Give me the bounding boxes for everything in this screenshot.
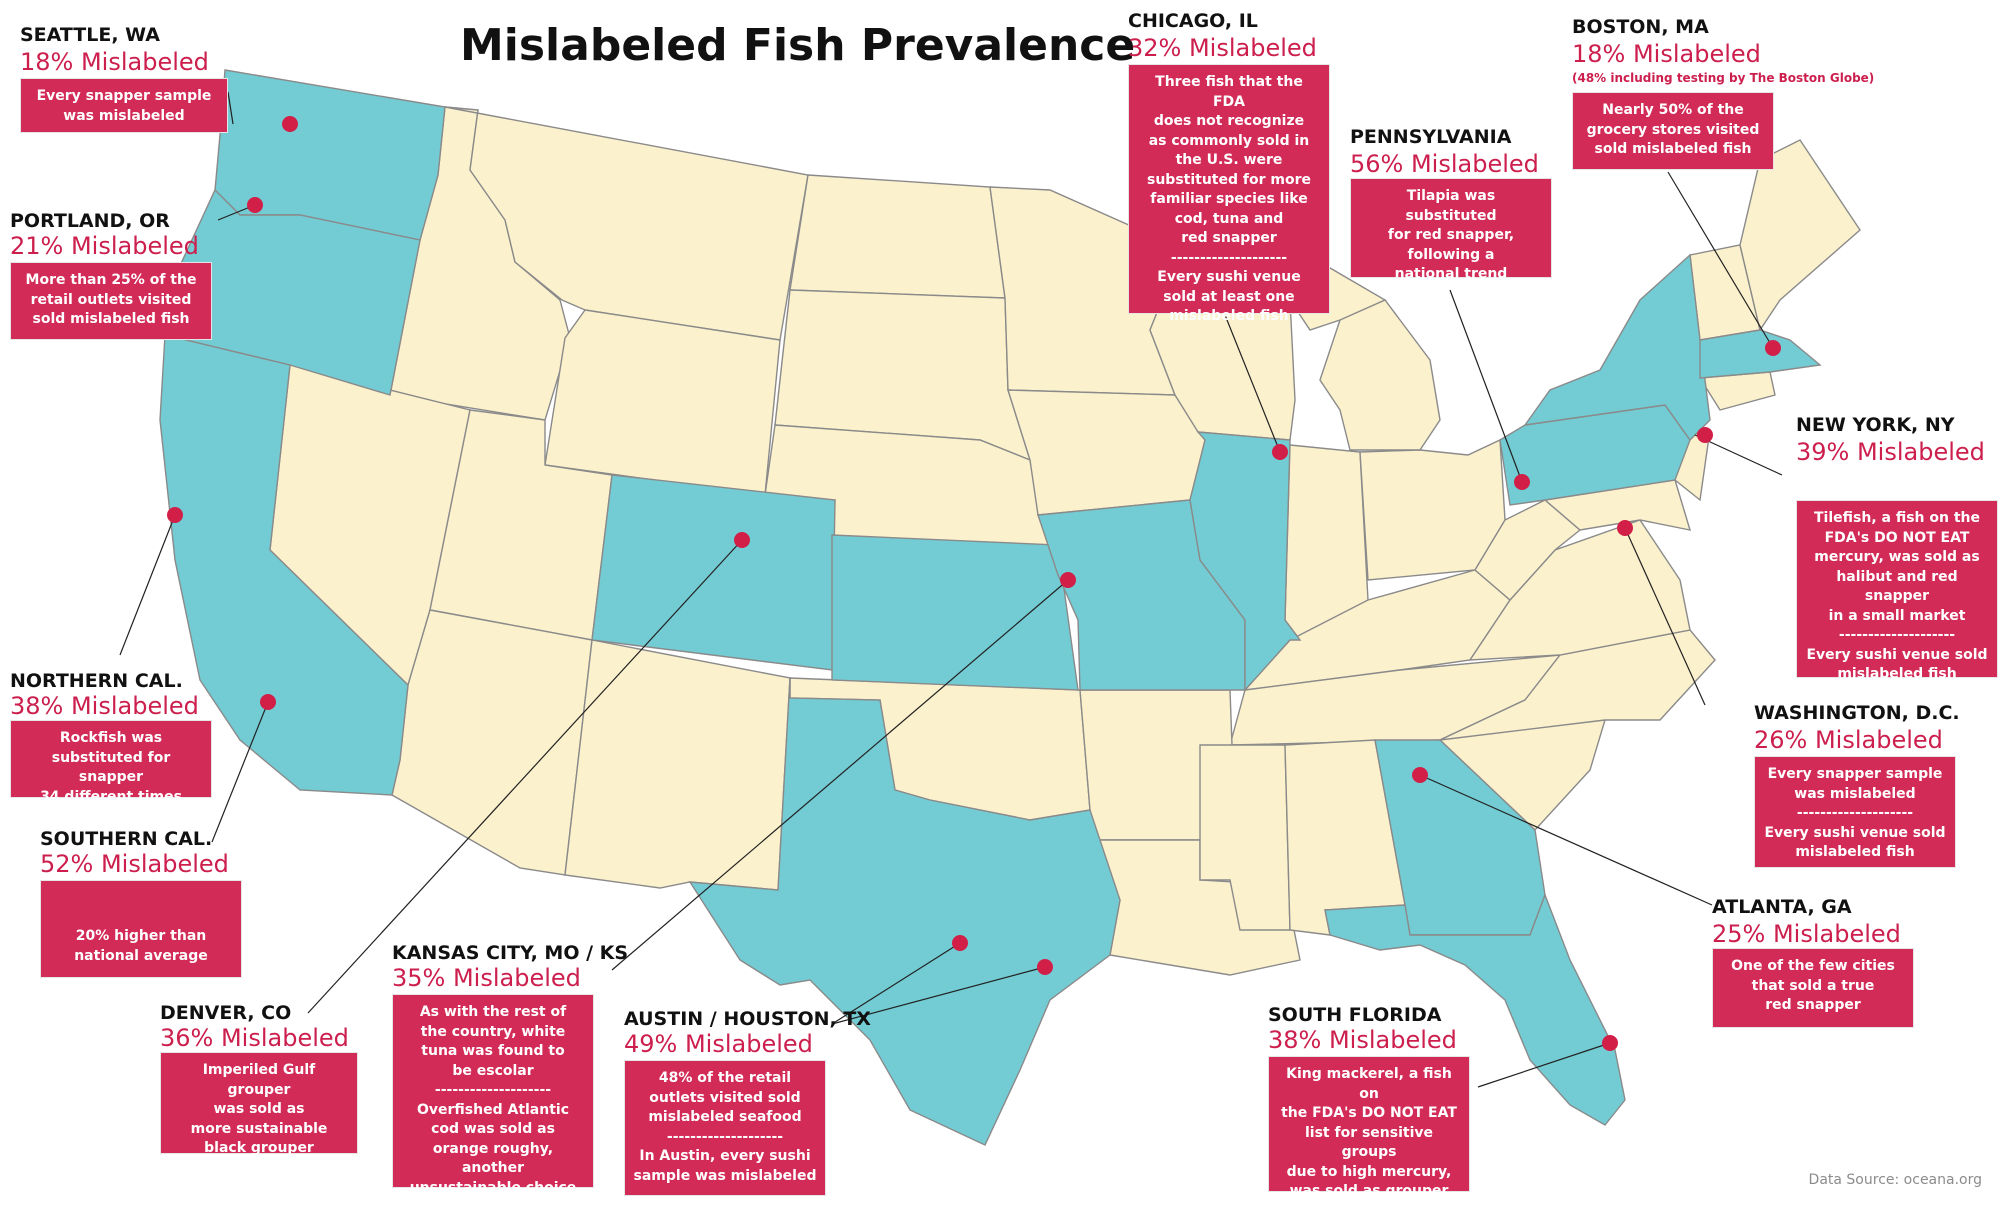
city-name-chicago: CHICAGO, IL bbox=[1128, 10, 1258, 32]
marker-pennsylvania bbox=[1514, 474, 1530, 490]
city-pct-boston: 18% Mislabeled bbox=[1572, 40, 1761, 68]
city-name-atlanta: ATLANTA, GA bbox=[1712, 896, 1852, 918]
state-new-mexico bbox=[564, 639, 791, 891]
state-north-carolina bbox=[1439, 629, 1716, 741]
other-states bbox=[269, 106, 1861, 976]
state-colorado bbox=[591, 474, 836, 671]
state-new-york bbox=[1523, 253, 1711, 442]
state-florida bbox=[1324, 893, 1626, 1126]
marker-los-angeles bbox=[260, 694, 276, 710]
city-pct-chicago: 32% Mislabeled bbox=[1128, 34, 1317, 62]
marker-houston bbox=[1037, 959, 1053, 975]
city-markers bbox=[167, 116, 1781, 1051]
state-california bbox=[159, 334, 409, 796]
marker-san-francisco bbox=[167, 507, 183, 523]
state-ohio bbox=[1359, 438, 1506, 581]
city-box-new-york: Tilefish, a fish on the FDA's DO NOT EAT… bbox=[1796, 500, 1998, 682]
city-box-atlanta: One of the few cities that sold a true r… bbox=[1712, 948, 1914, 1028]
city-pct-pennsylvania: 56% Mislabeled bbox=[1350, 150, 1539, 178]
city-pct-kansas-city: 35% Mislabeled bbox=[392, 964, 581, 992]
state-illinois bbox=[1189, 431, 1302, 692]
city-pct-washington-dc: 26% Mislabeled bbox=[1754, 726, 1943, 754]
city-box-seattle: Every snapper sample was mislabeled bbox=[20, 78, 228, 133]
city-name-washington-dc: WASHINGTON, D.C. bbox=[1754, 702, 1960, 724]
marker-atlanta bbox=[1412, 767, 1428, 783]
city-box-chicago: Three fish that the FDA does not recogni… bbox=[1128, 64, 1330, 324]
city-box-boston: Nearly 50% of the grocery stores visited… bbox=[1572, 92, 1774, 170]
city-name-denver: DENVER, CO bbox=[160, 1002, 292, 1024]
state-arizona bbox=[391, 609, 593, 876]
city-box-washington-dc: Every snapper sample was mislabeled ----… bbox=[1754, 756, 1956, 868]
city-pct-southern-cal: 52% Mislabeled bbox=[40, 850, 229, 878]
city-box-portland: More than 25% of the retail outlets visi… bbox=[10, 262, 212, 340]
marker-austin bbox=[952, 935, 968, 951]
data-source: Data Source: oceana.org bbox=[1808, 1172, 1982, 1188]
state-iowa bbox=[1007, 389, 1206, 516]
city-name-new-york: NEW YORK, NY bbox=[1796, 414, 1955, 436]
state-massachusetts bbox=[1699, 329, 1822, 379]
city-name-boston: BOSTON, MA bbox=[1572, 16, 1709, 38]
city-name-southern-cal: SOUTHERN CAL. bbox=[40, 828, 213, 850]
marker-washington-dc bbox=[1617, 520, 1633, 536]
marker-new-york bbox=[1697, 427, 1713, 443]
city-name-south-florida: SOUTH FLORIDA bbox=[1268, 1004, 1442, 1026]
state-montana bbox=[444, 106, 809, 341]
city-pct-portland: 21% Mislabeled bbox=[10, 232, 199, 260]
city-pct-austin-houston: 49% Mislabeled bbox=[624, 1030, 813, 1058]
city-pct-new-york: 39% Mislabeled bbox=[1796, 438, 1985, 466]
city-name-portland: PORTLAND, OR bbox=[10, 210, 170, 232]
marker-boston bbox=[1765, 340, 1781, 356]
city-note-boston: (48% including testing by The Boston Glo… bbox=[1572, 71, 1875, 85]
city-pct-south-florida: 38% Mislabeled bbox=[1268, 1026, 1457, 1054]
marker-denver bbox=[734, 532, 750, 548]
city-name-pennsylvania: PENNSYLVANIA bbox=[1350, 126, 1512, 148]
city-pct-northern-cal: 38% Mislabeled bbox=[10, 692, 199, 720]
city-pct-denver: 36% Mislabeled bbox=[160, 1024, 349, 1052]
city-name-austin-houston: AUSTIN / HOUSTON, TX bbox=[624, 1008, 871, 1030]
city-box-northern-cal: Rockfish was substituted for snapper 34 … bbox=[10, 720, 212, 805]
marker-kansas-city bbox=[1060, 572, 1076, 588]
state-kansas bbox=[831, 534, 1079, 691]
state-texas bbox=[688, 677, 1121, 1146]
state-north-dakota bbox=[789, 174, 1006, 299]
city-box-austin-houston: 48% of the retail outlets visited sold m… bbox=[624, 1060, 826, 1196]
marker-miami bbox=[1602, 1035, 1618, 1051]
marker-chicago bbox=[1272, 444, 1288, 460]
city-name-seattle: SEATTLE, WA bbox=[20, 24, 160, 46]
state-wyoming bbox=[544, 309, 781, 496]
city-pct-seattle: 18% Mislabeled bbox=[20, 48, 209, 76]
highlighted-states bbox=[159, 69, 1822, 1146]
city-pct-atlanta: 25% Mislabeled bbox=[1712, 920, 1901, 948]
city-name-kansas-city: KANSAS CITY, MO / KS bbox=[392, 942, 629, 964]
map-title: Mislabeled Fish Prevalence bbox=[460, 20, 1136, 71]
marker-seattle bbox=[282, 116, 298, 132]
leader-lines bbox=[119, 91, 1783, 1088]
city-box-denver: Imperiled Gulf grouper was sold as more … bbox=[160, 1052, 358, 1156]
city-box-southern-cal: 20% higher than national average bbox=[40, 880, 242, 978]
city-name-northern-cal: NORTHERN CAL. bbox=[10, 670, 183, 692]
city-box-kansas-city: As with the rest of the country, white t… bbox=[392, 994, 594, 1196]
marker-portland bbox=[247, 197, 263, 213]
city-box-south-florida: King mackerel, a fish on the FDA's DO NO… bbox=[1268, 1056, 1470, 1219]
city-box-pennsylvania: Tilapia was substituted for red snapper,… bbox=[1350, 178, 1552, 282]
